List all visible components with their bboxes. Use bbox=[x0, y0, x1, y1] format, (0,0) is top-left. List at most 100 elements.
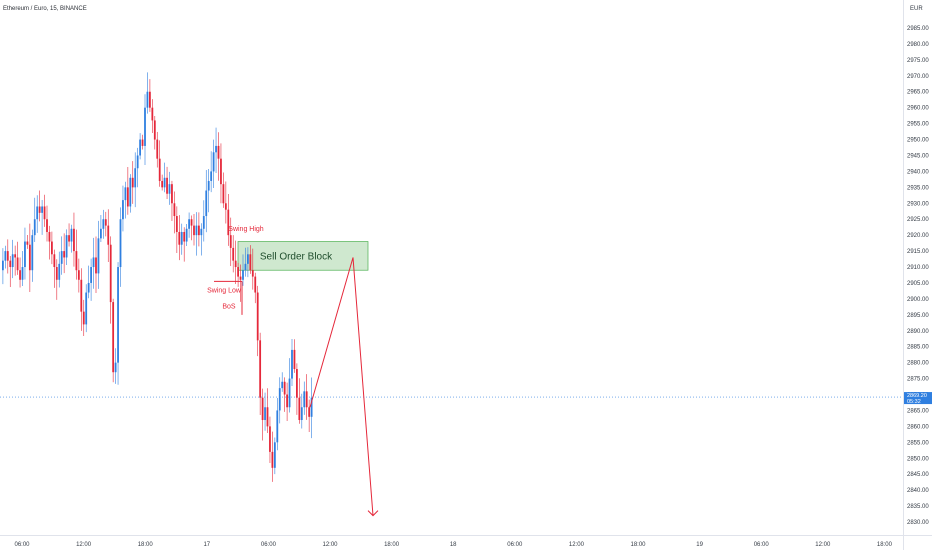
candle-body[interactable] bbox=[180, 231, 183, 245]
candle-body[interactable] bbox=[31, 235, 34, 271]
candle-body[interactable] bbox=[278, 388, 281, 411]
candle-body[interactable] bbox=[14, 254, 17, 258]
candle-body[interactable] bbox=[112, 302, 115, 373]
candle-body[interactable] bbox=[158, 158, 161, 181]
candle-body[interactable] bbox=[107, 225, 110, 245]
candle-body[interactable] bbox=[217, 145, 220, 159]
candle-body[interactable] bbox=[310, 397, 313, 417]
candle-body[interactable] bbox=[161, 180, 164, 188]
candle-body[interactable] bbox=[63, 251, 66, 258]
candle-body[interactable] bbox=[273, 442, 276, 468]
candle-body[interactable] bbox=[9, 260, 12, 268]
candle-body[interactable] bbox=[149, 91, 151, 108]
candle-body[interactable] bbox=[298, 397, 301, 421]
candle-body[interactable] bbox=[291, 349, 293, 379]
candle-body[interactable] bbox=[126, 187, 129, 207]
candle-body[interactable] bbox=[139, 139, 141, 156]
candle-body[interactable] bbox=[41, 206, 43, 213]
candle-body[interactable] bbox=[195, 225, 198, 236]
candle-body[interactable] bbox=[222, 184, 225, 204]
candle-body[interactable] bbox=[220, 158, 222, 185]
candle-body[interactable] bbox=[183, 231, 186, 242]
candle-body[interactable] bbox=[247, 254, 249, 264]
candle-body[interactable] bbox=[303, 391, 306, 408]
sell-order-block-zone[interactable] bbox=[237, 241, 369, 271]
candle-body[interactable] bbox=[43, 206, 46, 220]
candle-body[interactable] bbox=[134, 168, 137, 188]
candle-body[interactable] bbox=[173, 203, 176, 217]
candle-body[interactable] bbox=[33, 219, 36, 236]
candle-body[interactable] bbox=[151, 107, 154, 121]
candle-body[interactable] bbox=[131, 177, 134, 188]
candle-body[interactable] bbox=[205, 190, 208, 217]
candle-body[interactable] bbox=[70, 228, 73, 242]
candle-body[interactable] bbox=[185, 228, 188, 242]
candle-body[interactable] bbox=[232, 247, 235, 261]
candle-body[interactable] bbox=[242, 270, 244, 280]
candle-body[interactable] bbox=[207, 180, 210, 191]
candle-body[interactable] bbox=[202, 216, 205, 229]
candle-body[interactable] bbox=[224, 203, 227, 210]
projection-arrow-path[interactable] bbox=[309, 257, 374, 516]
candle-body[interactable] bbox=[122, 200, 124, 220]
candle-body[interactable] bbox=[82, 311, 85, 325]
candle-body[interactable] bbox=[55, 267, 58, 280]
candle-body[interactable] bbox=[283, 381, 286, 395]
candle-body[interactable] bbox=[271, 451, 274, 468]
candle-body[interactable] bbox=[210, 171, 213, 181]
candle-body[interactable] bbox=[53, 254, 56, 268]
candle-body[interactable] bbox=[237, 267, 239, 277]
candle-body[interactable] bbox=[26, 241, 29, 245]
candle-body[interactable] bbox=[178, 231, 181, 245]
candle-body[interactable] bbox=[75, 251, 78, 271]
time-axis[interactable]: 06:00 12:00 18:00 17 06:00 12:00 18:00 18 06:00 1… bbox=[14, 542, 892, 548]
candle-body[interactable] bbox=[190, 219, 193, 226]
candle-body[interactable] bbox=[163, 177, 166, 188]
candle-body[interactable] bbox=[24, 241, 26, 268]
candle-body[interactable] bbox=[92, 257, 95, 268]
candle-body[interactable] bbox=[141, 139, 144, 146]
candle-body[interactable] bbox=[249, 254, 252, 271]
candle-body[interactable] bbox=[48, 231, 51, 242]
candle-body[interactable] bbox=[227, 209, 230, 236]
candle-body[interactable] bbox=[129, 177, 132, 207]
candle-body[interactable] bbox=[198, 225, 200, 236]
candle-body[interactable] bbox=[60, 251, 63, 264]
candle-body[interactable] bbox=[4, 251, 7, 261]
candle-body[interactable] bbox=[175, 216, 178, 232]
candle-body[interactable] bbox=[308, 407, 311, 417]
candle-body[interactable] bbox=[97, 238, 100, 274]
candle-body[interactable] bbox=[305, 391, 308, 408]
candle-body[interactable] bbox=[58, 263, 61, 280]
candle-body[interactable] bbox=[102, 219, 105, 229]
candle-body[interactable] bbox=[51, 241, 53, 255]
candle-body[interactable] bbox=[293, 349, 296, 370]
candle-body[interactable] bbox=[36, 206, 39, 220]
candle-body[interactable] bbox=[288, 378, 291, 408]
candle-body[interactable] bbox=[168, 184, 171, 194]
candle-body[interactable] bbox=[109, 244, 112, 303]
candle-body[interactable] bbox=[146, 91, 149, 108]
candle-body[interactable] bbox=[38, 206, 41, 213]
candle-body[interactable] bbox=[244, 263, 247, 271]
candle-body[interactable] bbox=[229, 235, 232, 248]
candle-body[interactable] bbox=[19, 270, 21, 280]
candle-body[interactable] bbox=[114, 362, 117, 373]
candle-body[interactable] bbox=[212, 152, 215, 172]
candle-body[interactable] bbox=[166, 177, 168, 194]
candle-body[interactable] bbox=[296, 369, 298, 398]
candle-body[interactable] bbox=[251, 270, 254, 277]
candle-body[interactable] bbox=[171, 184, 173, 204]
candle-body[interactable] bbox=[261, 397, 264, 421]
candle-body[interactable] bbox=[11, 254, 14, 268]
candle-body[interactable] bbox=[200, 228, 203, 236]
candle-body[interactable] bbox=[193, 225, 195, 236]
candle-body[interactable] bbox=[80, 279, 83, 312]
candle-body[interactable] bbox=[300, 407, 303, 421]
candle-body[interactable] bbox=[259, 340, 262, 398]
candle-body[interactable] bbox=[119, 219, 122, 268]
candle-body[interactable] bbox=[136, 155, 139, 169]
candle-body[interactable] bbox=[239, 276, 242, 280]
candle-body[interactable] bbox=[124, 187, 127, 201]
candle-body[interactable] bbox=[153, 120, 156, 140]
